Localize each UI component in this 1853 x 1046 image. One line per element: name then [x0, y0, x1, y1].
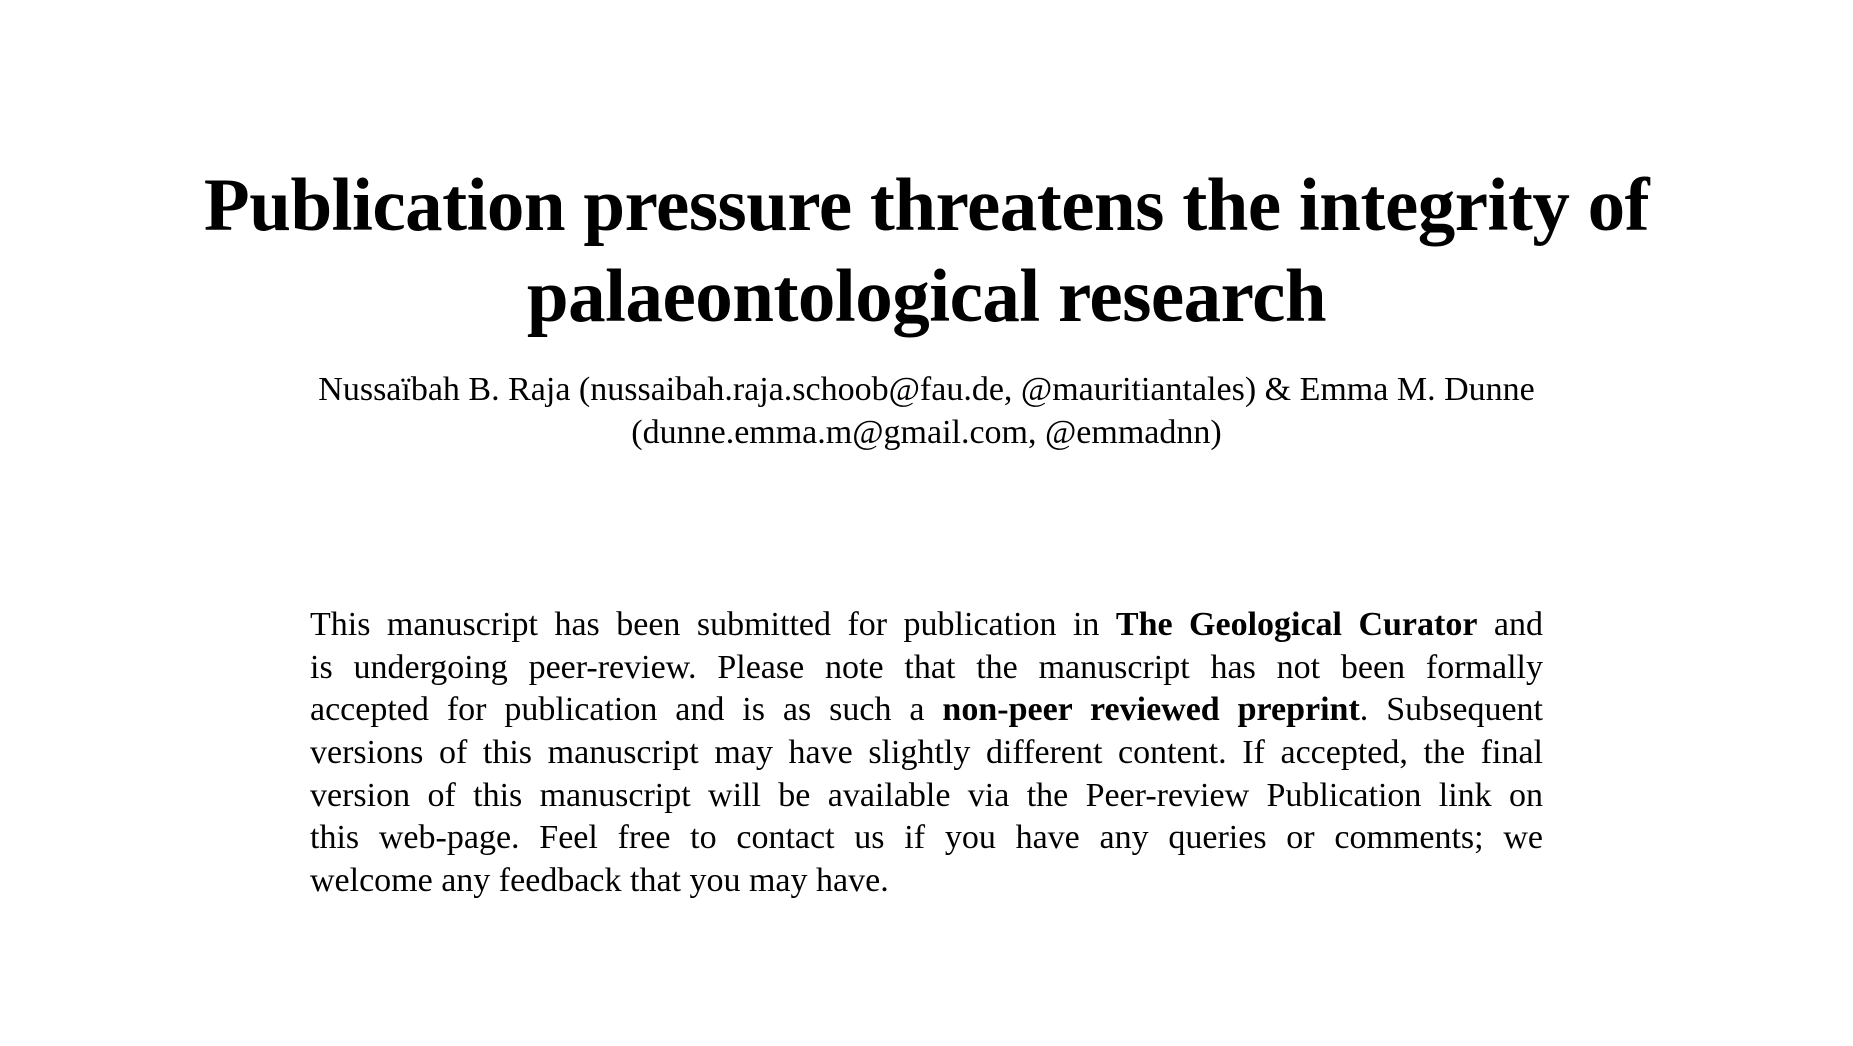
notice-line: is undergoing peer-review. Please note t… — [310, 648, 1543, 686]
notice-line: versions of this manuscript may have sli… — [310, 734, 1543, 772]
paper-title: Publication pressure threatens the integ… — [0, 160, 1853, 342]
notice-text: and — [1477, 606, 1543, 643]
notice-line: version of this manuscript will be avail… — [310, 776, 1543, 814]
preprint-notice: This manuscript has been submitted for p… — [310, 604, 1543, 903]
notice-text: accepted for publication and is as such … — [310, 691, 943, 729]
journal-name: The Geological Curator — [1115, 606, 1478, 643]
preprint-status: non-peer reviewed preprint — [942, 691, 1360, 729]
paper-title-line-2: palaeontological research — [526, 255, 1327, 338]
author-list: Nussaïbah B. Raja (nussaibah.raja.schoob… — [0, 368, 1853, 454]
notice-line: This manuscript has been submitted for p… — [310, 604, 1543, 647]
authors-line-2: (dunne.emma.m@gmail.com, @emmadnn) — [631, 414, 1222, 451]
notice-line: this web-page. Feel free to contact us i… — [310, 819, 1543, 857]
notice-text: This manuscript has been submitted for p… — [310, 606, 1116, 643]
notice-line: welcome any feedback that you may have. — [310, 862, 889, 900]
authors-line-1: Nussaïbah B. Raja (nussaibah.raja.schoob… — [318, 371, 1535, 408]
notice-text: . Subsequent — [1359, 691, 1543, 729]
paper-title-line-1: Publication pressure threatens the integ… — [203, 164, 1650, 247]
notice-line: accepted for publication and is as such … — [310, 689, 1543, 732]
